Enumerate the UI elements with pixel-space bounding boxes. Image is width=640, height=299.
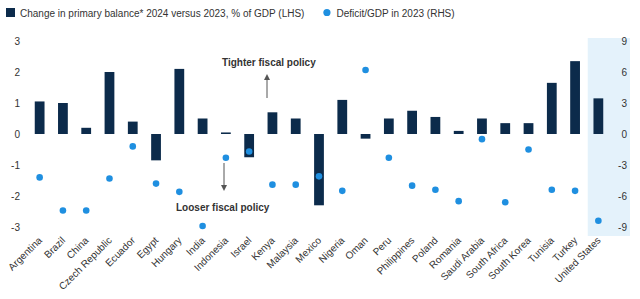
- bar: [547, 83, 557, 134]
- legend-label: Deficit/GDP in 2023 (RHS): [336, 8, 454, 19]
- legend-label: Change in primary balance* 2024 versus 2…: [20, 8, 304, 19]
- dot: [106, 175, 113, 182]
- x-tick-label: Brazil: [42, 235, 67, 260]
- bar: [58, 103, 68, 134]
- dot: [455, 198, 462, 205]
- dot: [83, 207, 90, 214]
- dot: [60, 207, 67, 214]
- bar: [174, 69, 184, 134]
- annotation: Tighter fiscal policy: [222, 57, 316, 68]
- bar: [570, 61, 580, 134]
- dot: [409, 182, 416, 189]
- dot: [292, 181, 299, 188]
- y2-tick-label: 3: [621, 98, 627, 109]
- bar: [105, 72, 115, 134]
- dot: [246, 148, 253, 155]
- dot: [362, 67, 369, 74]
- bar: [35, 101, 45, 134]
- bar: [454, 131, 464, 134]
- bar: [431, 117, 441, 134]
- bar: [244, 134, 254, 157]
- chart: -3-2-10123-9-6-30369ArgentinaBrazilChina…: [0, 0, 640, 299]
- y-tick-label: 2: [14, 67, 20, 78]
- y-tick-label: -1: [11, 160, 20, 171]
- bar: [524, 123, 534, 134]
- y2-tick-label: -3: [618, 160, 627, 171]
- x-tick-label: Tunisia: [526, 234, 557, 265]
- dot: [129, 143, 136, 150]
- x-tick-label: Indonesia: [192, 234, 231, 273]
- bar: [128, 122, 138, 134]
- bar: [477, 119, 487, 135]
- x-tick-label: Nigeria: [317, 234, 347, 264]
- arrow: [224, 163, 225, 187]
- dot: [595, 218, 602, 225]
- y-tick-label: -3: [11, 222, 20, 233]
- bar: [593, 98, 603, 134]
- arrow-head: [221, 185, 227, 191]
- legend-swatch: [6, 8, 15, 17]
- dot: [269, 181, 276, 188]
- bar: [221, 132, 231, 134]
- arrow: [267, 77, 268, 98]
- dot: [572, 188, 579, 195]
- dot: [223, 154, 230, 161]
- bar: [314, 134, 324, 205]
- y2-tick-label: 9: [621, 36, 627, 47]
- legend-swatch: [323, 9, 330, 16]
- bar: [407, 111, 417, 134]
- bar: [151, 134, 161, 160]
- dot: [549, 187, 556, 194]
- highlight: [588, 38, 630, 236]
- annotation: Looser fiscal policy: [176, 202, 270, 213]
- dot: [36, 174, 43, 181]
- y2-tick-label: 0: [621, 129, 627, 140]
- y2-tick-label: 6: [621, 67, 627, 78]
- y2-tick-label: -6: [618, 191, 627, 202]
- dot: [525, 146, 532, 153]
- bar: [500, 123, 510, 134]
- bar: [361, 134, 371, 139]
- plot-area: [35, 61, 603, 229]
- x-tick-label: Oman: [343, 235, 370, 262]
- dot: [386, 154, 393, 161]
- y-tick-label: 3: [14, 36, 20, 47]
- arrow-head: [264, 74, 270, 80]
- x-tick-label: Argentina: [6, 234, 44, 272]
- bar: [291, 119, 301, 135]
- x-tick-label: Ecuador: [103, 234, 138, 269]
- y-tick-label: 0: [14, 129, 20, 140]
- y-tick-label: 1: [14, 98, 20, 109]
- y2-tick-label: -9: [618, 222, 627, 233]
- dot: [316, 173, 323, 180]
- dot: [339, 188, 346, 195]
- bar: [198, 119, 208, 135]
- dot: [432, 187, 439, 194]
- dot: [176, 189, 183, 196]
- bar: [384, 119, 394, 135]
- dot: [153, 180, 160, 187]
- bar: [81, 128, 91, 134]
- x-tick-label: Hungary: [149, 235, 184, 270]
- dot: [502, 199, 509, 206]
- x-tick-label: Malaysia: [264, 234, 300, 270]
- x-tick-label: United States: [553, 235, 603, 285]
- dot: [479, 136, 486, 143]
- bar: [337, 100, 347, 134]
- y-tick-label: -2: [11, 191, 20, 202]
- dot: [199, 223, 206, 230]
- bar: [268, 112, 278, 134]
